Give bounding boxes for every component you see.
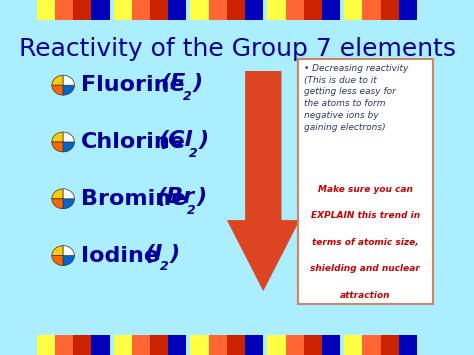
Text: attraction: attraction: [340, 291, 391, 300]
Wedge shape: [63, 256, 74, 266]
Wedge shape: [52, 75, 63, 85]
Bar: [381, 0, 399, 20]
Text: Fluorine: Fluorine: [82, 75, 185, 95]
Wedge shape: [52, 189, 63, 199]
Bar: [191, 335, 209, 355]
Bar: [55, 0, 73, 20]
Bar: [399, 0, 417, 20]
Text: 2: 2: [189, 147, 197, 160]
Text: Iodine: Iodine: [82, 246, 159, 266]
Polygon shape: [227, 71, 300, 291]
Wedge shape: [52, 132, 63, 142]
Text: ): ): [192, 73, 202, 93]
Bar: [285, 335, 304, 355]
Bar: [245, 335, 263, 355]
Bar: [132, 0, 150, 20]
Bar: [114, 335, 132, 355]
Wedge shape: [63, 142, 74, 152]
Bar: [227, 0, 245, 20]
Bar: [267, 335, 285, 355]
Bar: [399, 335, 417, 355]
Text: Make sure you can: Make sure you can: [318, 185, 413, 193]
Bar: [322, 0, 340, 20]
Text: ): ): [170, 244, 180, 264]
Wedge shape: [52, 246, 63, 256]
Bar: [91, 335, 109, 355]
Text: (F: (F: [160, 73, 185, 93]
Wedge shape: [63, 189, 74, 199]
Text: ): ): [198, 130, 208, 150]
Text: (Br: (Br: [156, 187, 194, 207]
Bar: [209, 0, 227, 20]
Text: Bromine: Bromine: [82, 189, 187, 209]
Wedge shape: [52, 142, 63, 152]
Wedge shape: [63, 132, 74, 142]
Text: 2: 2: [160, 261, 169, 273]
Wedge shape: [63, 199, 74, 209]
Text: 2: 2: [182, 90, 191, 103]
Bar: [73, 0, 91, 20]
Bar: [227, 335, 245, 355]
Text: (I: (I: [144, 244, 163, 264]
Wedge shape: [63, 246, 74, 256]
Bar: [37, 335, 55, 355]
Bar: [304, 0, 322, 20]
Bar: [191, 0, 209, 20]
Bar: [55, 335, 73, 355]
Bar: [132, 335, 150, 355]
Text: terms of atomic size,: terms of atomic size,: [312, 238, 419, 247]
Bar: [114, 0, 132, 20]
Text: (Cl: (Cl: [158, 130, 192, 150]
Bar: [168, 0, 186, 20]
Bar: [245, 0, 263, 20]
Bar: [37, 0, 55, 20]
Bar: [267, 0, 285, 20]
Bar: [362, 0, 381, 20]
Text: 2: 2: [186, 204, 195, 217]
Wedge shape: [63, 75, 74, 85]
Bar: [91, 0, 109, 20]
Wedge shape: [52, 256, 63, 266]
Wedge shape: [52, 85, 63, 95]
Bar: [150, 335, 168, 355]
Bar: [73, 335, 91, 355]
Bar: [209, 335, 227, 355]
Bar: [344, 0, 362, 20]
Bar: [322, 335, 340, 355]
Wedge shape: [63, 85, 74, 95]
Bar: [304, 335, 322, 355]
Text: • Decreasing reactivity
(This is due to it
getting less easy for
the atoms to fo: • Decreasing reactivity (This is due to …: [304, 64, 408, 132]
Text: Reactivity of the Group 7 elements: Reactivity of the Group 7 elements: [18, 37, 456, 61]
Bar: [381, 335, 399, 355]
Text: shielding and nuclear: shielding and nuclear: [310, 264, 420, 273]
FancyBboxPatch shape: [298, 59, 433, 304]
Bar: [362, 335, 381, 355]
Bar: [285, 0, 304, 20]
Bar: [168, 335, 186, 355]
Bar: [150, 0, 168, 20]
Text: EXPLAIN this trend in: EXPLAIN this trend in: [311, 211, 420, 220]
Text: Chlorine: Chlorine: [82, 132, 186, 152]
Wedge shape: [52, 199, 63, 209]
Text: ): ): [196, 187, 206, 207]
Bar: [344, 335, 362, 355]
